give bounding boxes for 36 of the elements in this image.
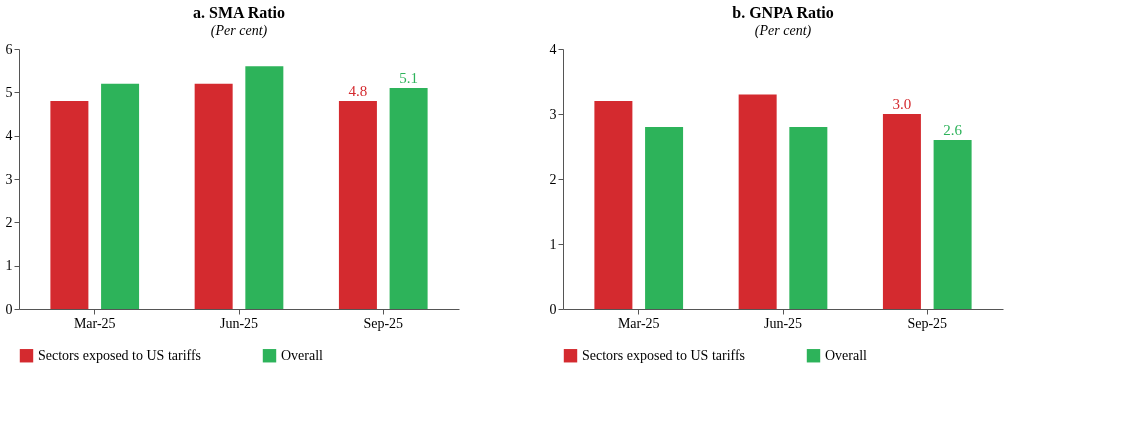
y-tick-label: 6 (5, 41, 13, 57)
x-tick-label: Jun-25 (219, 315, 259, 331)
data-label: 4.8 (348, 83, 368, 99)
y-tick-label: 1 (5, 258, 13, 274)
x-tick-label: Sep-25 (907, 315, 948, 331)
y-tick-label: 3 (549, 106, 557, 122)
data-label: 2.6 (943, 122, 963, 138)
legend-label: Sectors exposed to US tariffs (582, 347, 746, 363)
chart-title: a. SMA Ratio (193, 4, 285, 21)
bar (933, 140, 972, 309)
legend-label: Sectors exposed to US tariffs (38, 347, 202, 363)
x-tick-label: Sep-25 (363, 315, 404, 331)
y-tick-label: 5 (5, 84, 13, 100)
legend-label: Overall (281, 347, 324, 363)
y-tick-label: 3 (5, 171, 13, 187)
x-tick-label: Jun-25 (763, 315, 803, 331)
chart-subtitle: (Per cent) (754, 23, 812, 39)
data-label: 5.1 (399, 70, 418, 86)
bar (594, 101, 633, 309)
y-tick-label: 4 (549, 41, 557, 57)
chart-subtitle: (Per cent) (210, 23, 268, 39)
legend-label: Overall (825, 347, 868, 363)
y-tick-label: 4 (5, 128, 13, 144)
y-tick-label: 1 (549, 236, 557, 252)
y-tick-label: 0 (5, 301, 13, 317)
chart-title: b. GNPA Ratio (732, 4, 834, 21)
bar (645, 127, 684, 309)
bar (882, 114, 921, 309)
bar (789, 127, 828, 309)
x-tick-label: Mar-25 (617, 315, 660, 331)
data-label: 3.0 (892, 96, 912, 112)
y-tick-label: 0 (549, 301, 557, 317)
bar (738, 94, 777, 309)
y-tick-label: 2 (549, 171, 557, 187)
y-tick-label: 2 (5, 214, 13, 230)
x-tick-label: Mar-25 (73, 315, 116, 331)
